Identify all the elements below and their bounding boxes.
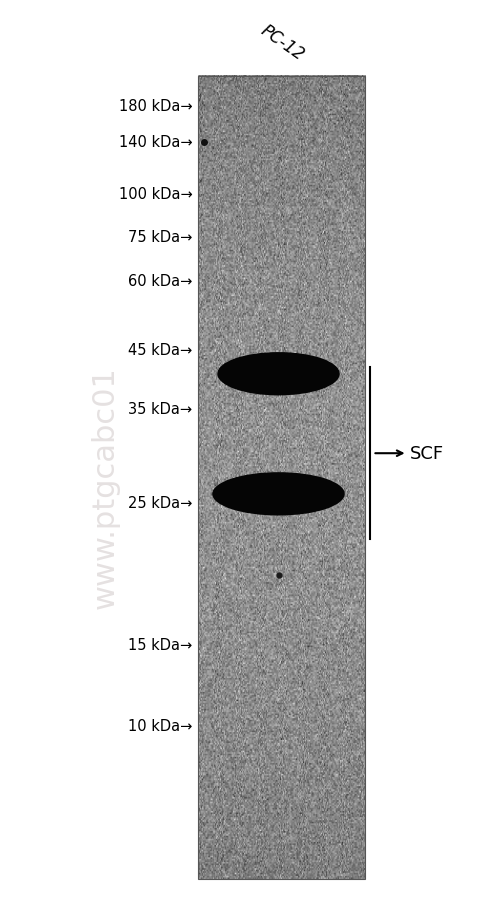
- Text: 10 kDa→: 10 kDa→: [128, 719, 192, 733]
- Text: www.ptgcabc01: www.ptgcabc01: [90, 366, 120, 608]
- Bar: [198, 77, 365, 879]
- Text: 25 kDa→: 25 kDa→: [128, 496, 192, 511]
- Text: PC-12: PC-12: [258, 22, 308, 65]
- Ellipse shape: [212, 473, 345, 516]
- Ellipse shape: [217, 353, 340, 396]
- Text: 60 kDa→: 60 kDa→: [128, 274, 192, 289]
- Text: SCF: SCF: [410, 445, 444, 463]
- Text: 45 kDa→: 45 kDa→: [128, 343, 192, 357]
- Text: 75 kDa→: 75 kDa→: [128, 230, 192, 244]
- Text: 35 kDa→: 35 kDa→: [128, 401, 192, 416]
- Text: 100 kDa→: 100 kDa→: [119, 187, 192, 201]
- Text: 15 kDa→: 15 kDa→: [128, 638, 192, 652]
- Text: 140 kDa→: 140 kDa→: [119, 135, 192, 150]
- Text: 180 kDa→: 180 kDa→: [119, 99, 192, 114]
